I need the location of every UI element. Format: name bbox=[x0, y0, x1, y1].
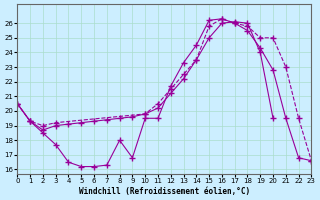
X-axis label: Windchill (Refroidissement éolien,°C): Windchill (Refroidissement éolien,°C) bbox=[79, 187, 250, 196]
